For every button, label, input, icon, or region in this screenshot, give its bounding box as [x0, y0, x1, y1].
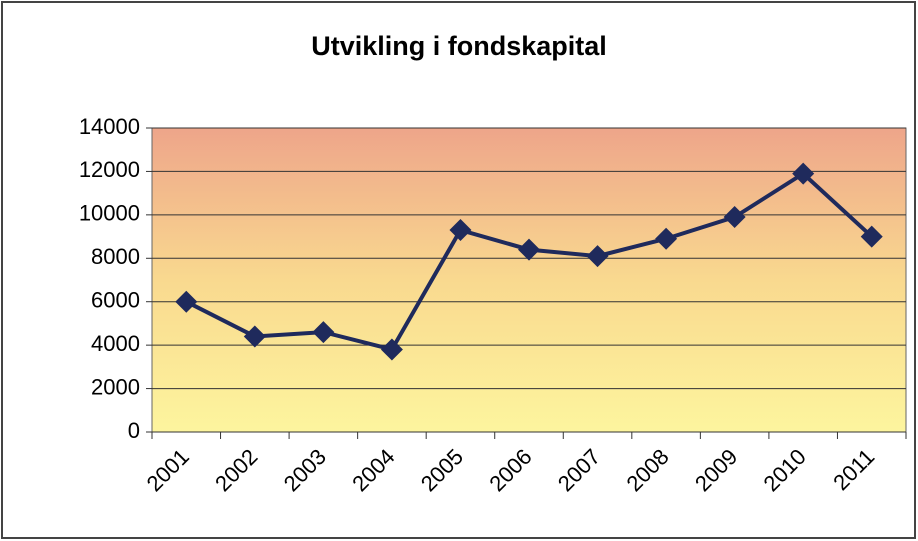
chart-title: Utvikling i fondskapital: [311, 31, 607, 61]
marker: [860, 225, 883, 248]
y-tick-label: 6000: [91, 288, 140, 313]
y-tick-label: 8000: [91, 244, 140, 269]
y-tick-label: 10000: [79, 201, 140, 226]
marker: [243, 325, 266, 348]
y-tick-label: 12000: [79, 157, 140, 182]
marker: [518, 238, 540, 261]
y-tick-label: 0: [128, 418, 140, 443]
y-tick-label: 4000: [91, 331, 140, 356]
y-tick-label: 14000: [79, 114, 140, 139]
plot-area: [151, 127, 907, 433]
marker: [723, 206, 746, 229]
marker: [175, 290, 198, 313]
y-tick-label: 2000: [91, 374, 140, 399]
marker: [792, 162, 815, 185]
marker: [380, 338, 403, 361]
marker: [655, 227, 678, 250]
marker: [449, 219, 472, 242]
marker: [586, 245, 609, 268]
marker: [312, 321, 335, 344]
